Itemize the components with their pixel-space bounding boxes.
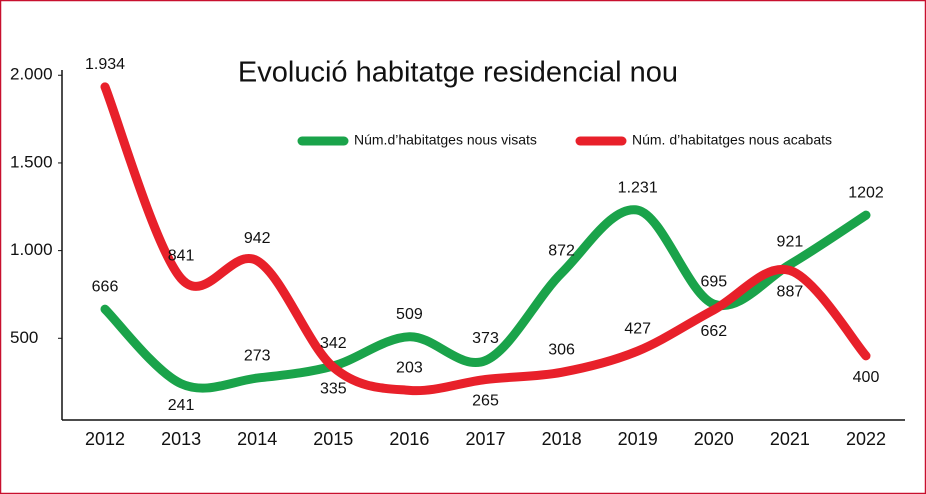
y-tick-label: 1.500 [10, 152, 53, 171]
data-label: 887 [777, 284, 804, 301]
x-tick-label: 2022 [846, 429, 886, 449]
data-label: 1.934 [85, 56, 125, 73]
data-label: 942 [244, 230, 271, 247]
data-label: 662 [700, 323, 727, 340]
x-tick-label: 2012 [85, 429, 125, 449]
data-label: 1202 [848, 184, 884, 201]
data-label: 509 [396, 306, 423, 323]
y-tick-label: 1.000 [10, 240, 53, 259]
data-label: 273 [244, 347, 271, 364]
data-label: 335 [320, 380, 347, 397]
y-tick-label: 500 [10, 328, 38, 347]
data-label: 203 [396, 360, 423, 377]
data-label: 427 [624, 320, 651, 337]
data-label: 872 [548, 242, 575, 259]
data-label: 841 [168, 248, 195, 265]
x-tick-label: 2020 [694, 429, 734, 449]
data-label: 306 [548, 342, 575, 359]
x-tick-label: 2014 [237, 429, 277, 449]
data-label: 241 [168, 397, 195, 414]
data-label: 1.231 [618, 179, 658, 196]
series-line [100, 82, 871, 396]
data-label: 342 [320, 335, 347, 352]
data-label: 265 [472, 393, 499, 410]
x-tick-label: 2016 [389, 429, 429, 449]
data-label: 666 [92, 278, 119, 295]
x-tick-label: 2019 [618, 429, 658, 449]
legend-label: Núm.d’habitatges nous visats [354, 132, 537, 148]
data-label: 921 [777, 234, 804, 251]
x-tick-label: 2013 [161, 429, 201, 449]
data-label: 373 [472, 330, 499, 347]
legend-label: Núm. d’habitatges nous acabats [632, 132, 832, 148]
data-label: 695 [700, 273, 727, 290]
x-tick-label: 2015 [313, 429, 353, 449]
x-tick-label: 2021 [770, 429, 810, 449]
chart-title: Evolució habitatge residencial nou [238, 57, 678, 89]
data-label: 400 [853, 369, 880, 386]
series-line [100, 205, 871, 393]
x-tick-label: 2017 [465, 429, 505, 449]
x-tick-label: 2018 [542, 429, 582, 449]
y-tick-label: 2.000 [10, 65, 53, 84]
